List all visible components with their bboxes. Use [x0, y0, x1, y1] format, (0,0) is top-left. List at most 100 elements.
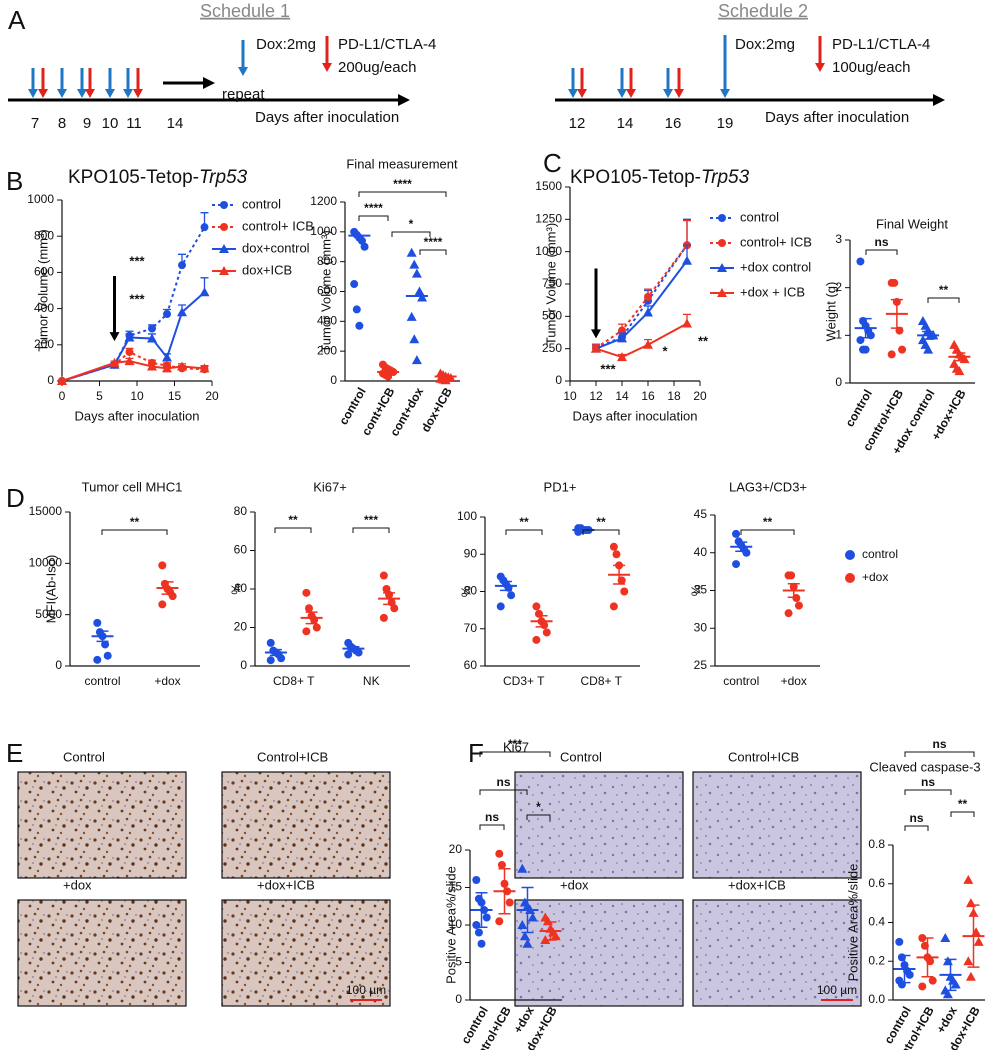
x-axis-label: Days after inoculation	[765, 109, 909, 126]
point	[717, 288, 727, 297]
arrow-head	[577, 89, 587, 98]
point	[411, 355, 422, 365]
histology-image	[692, 899, 862, 1007]
point	[942, 989, 953, 999]
error-bar	[383, 592, 396, 606]
point	[522, 938, 533, 948]
point	[344, 650, 353, 659]
significance: **	[130, 515, 140, 529]
point	[199, 363, 210, 373]
error-bar	[967, 904, 980, 968]
point	[905, 970, 914, 979]
arrow-head	[720, 89, 730, 98]
y-axis-label: Tumor Volume (mm³)	[35, 229, 50, 351]
error-bar	[521, 886, 534, 934]
arrow-head	[28, 89, 38, 98]
y-tick-label: 400	[34, 301, 54, 315]
arrow-head	[933, 94, 945, 106]
error-bar	[683, 219, 691, 246]
point	[219, 244, 229, 253]
y-tick-label: 30	[694, 620, 708, 634]
y-tick-label: 10	[449, 917, 463, 931]
panel-label: F	[468, 738, 484, 768]
chart-title: KPO105-Tetop-Trp53	[570, 167, 750, 188]
y-tick-label: 0.6	[868, 876, 885, 890]
y-tick-label: 15	[449, 880, 463, 894]
legend-label: control+ ICB	[242, 218, 314, 233]
point	[302, 588, 311, 597]
y-tick-label: 1000	[27, 192, 54, 206]
point	[302, 627, 311, 636]
significance: *	[662, 343, 668, 358]
y-tick-label: 250	[542, 341, 562, 355]
y-tick-label: 2	[835, 280, 842, 294]
histology-image	[221, 771, 391, 879]
day-label: 10	[102, 115, 119, 132]
point	[147, 333, 157, 343]
point	[954, 366, 965, 376]
significance: ****	[393, 177, 412, 191]
point	[474, 928, 483, 937]
chart-title: Tumor cell MHC1	[82, 479, 183, 494]
x-tick-label: 5	[96, 389, 103, 403]
error-bar	[953, 352, 966, 362]
point	[527, 912, 538, 922]
significance: **	[958, 797, 968, 811]
point	[965, 971, 976, 981]
point	[609, 542, 618, 551]
point	[219, 266, 229, 275]
point	[861, 345, 870, 354]
icb-label: PD-L1/CTLA-4	[338, 36, 436, 53]
y-tick-label: 60	[464, 658, 478, 672]
y-axis-label: MFI(Ab-Iso)	[43, 555, 58, 624]
y-axis-label: Positive Area%/slide	[845, 864, 860, 982]
point	[93, 655, 102, 664]
point	[609, 602, 618, 611]
arrow-head	[85, 89, 95, 98]
point	[918, 982, 927, 991]
significance-bracket	[352, 527, 390, 533]
error-bar	[787, 582, 800, 599]
significance: ns	[932, 737, 946, 751]
y-tick-label: 80	[464, 584, 478, 598]
histology-image	[514, 771, 684, 879]
y-tick-label: 0	[835, 375, 842, 389]
y-tick-label: 70	[464, 621, 478, 635]
title-part: KPO105-Tetop-	[68, 167, 199, 188]
scale-label: 100 µm	[817, 983, 857, 997]
y-tick-label: 1200	[310, 194, 337, 208]
image-label: Control	[560, 749, 602, 764]
significance-bracket	[479, 824, 505, 830]
x-tick-label: CD3+ T	[503, 674, 545, 688]
arrow-head	[203, 77, 215, 89]
day-label: 7	[31, 115, 39, 132]
significance-bracket	[274, 527, 312, 533]
point	[784, 609, 793, 618]
chart-title: KPO105-Tetop-Trp53	[68, 167, 248, 188]
point	[162, 363, 172, 373]
significance-bracket	[904, 789, 952, 795]
point	[312, 623, 321, 632]
y-axis-label: Weight (g)	[823, 282, 838, 342]
point	[620, 587, 629, 596]
y-tick-label: 3	[835, 232, 842, 246]
day-label: 12	[569, 115, 586, 132]
point	[519, 931, 530, 941]
y-tick-label: 500	[542, 309, 562, 323]
x-tick-label: +dox	[781, 674, 807, 688]
y-tick-label: 1000	[310, 224, 337, 238]
significance: ***	[600, 361, 616, 376]
significance: ***	[508, 737, 522, 751]
point	[497, 861, 506, 869]
error-bar	[735, 541, 748, 552]
day-label: 19	[717, 115, 734, 132]
y-tick-label: 0.8	[868, 837, 885, 851]
y-tick-label: 5	[455, 955, 462, 969]
x-tick-label: 18	[667, 389, 681, 403]
y-tick-label: 0	[240, 658, 247, 672]
point	[103, 651, 112, 660]
x-tick-label: 20	[693, 389, 707, 403]
icb-dose: 200ug/each	[338, 59, 416, 76]
point	[220, 223, 228, 231]
